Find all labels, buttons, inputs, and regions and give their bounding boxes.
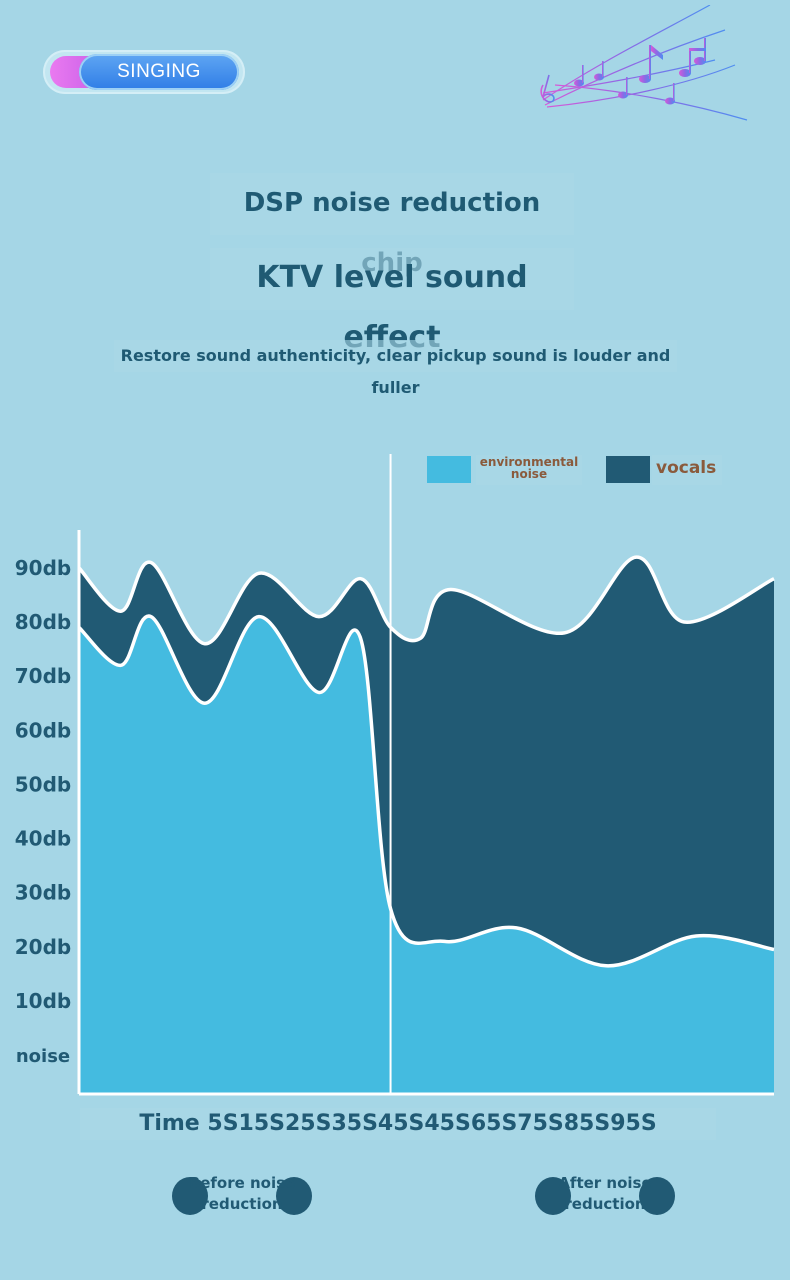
y-tick-label: 20db (15, 935, 71, 959)
caption-after: After noise reduction (535, 1173, 675, 1221)
caption-after-right-dot (639, 1177, 675, 1215)
legend-vocals-swatch (606, 456, 650, 483)
vocals-line (77, 555, 775, 646)
noise-area (79, 616, 774, 1093)
music-notes-icon (540, 5, 748, 121)
singing-badge: SINGING (43, 50, 245, 94)
badge-label: SINGING (79, 54, 239, 90)
y-tick-label: 80db (15, 610, 71, 634)
y-tick-label: 90db (15, 556, 71, 580)
caption-after-left-dot (535, 1177, 571, 1215)
caption-before-left-dot (172, 1177, 208, 1215)
caption-before-text: Before noise reduction (188, 1174, 296, 1213)
y-tick-label: 50db (15, 772, 71, 796)
y-tick-labels: 90db 80db 70db 60db 50db 40db 30db 20db 10db nois… (15, 556, 71, 1067)
caption-before-right-dot (276, 1177, 312, 1215)
legend-vocals-label: vocals (652, 455, 722, 485)
y-tick-label: 40db (15, 827, 71, 851)
subtitle: Restore sound authenticity, clear pickup… (114, 340, 677, 397)
headline-chip: DSP noise reduction chip (210, 173, 574, 278)
y-tick-label: 70db (15, 664, 71, 688)
x-axis-time-label: Time 5S15S25S35S45S45S65S75S85S95S (80, 1108, 716, 1140)
y-tick-label: 10db (15, 989, 71, 1013)
y-tick-label: noise (16, 1046, 70, 1067)
noise-line (77, 614, 775, 968)
legend-noise-swatch (427, 456, 471, 483)
noise-chart: 90db 80db 70db 60db 50db 40db 30db 20db 10db nois… (15, 454, 775, 1096)
caption-after-text: After noise reduction (558, 1174, 652, 1213)
y-tick-label: 30db (15, 881, 71, 905)
y-tick-label: 60db (15, 718, 71, 742)
caption-before: Before noise reduction (172, 1173, 312, 1221)
headline-ktv: KTV level sound effect (210, 248, 574, 355)
legend-noise-label: environmental noise (476, 455, 582, 485)
